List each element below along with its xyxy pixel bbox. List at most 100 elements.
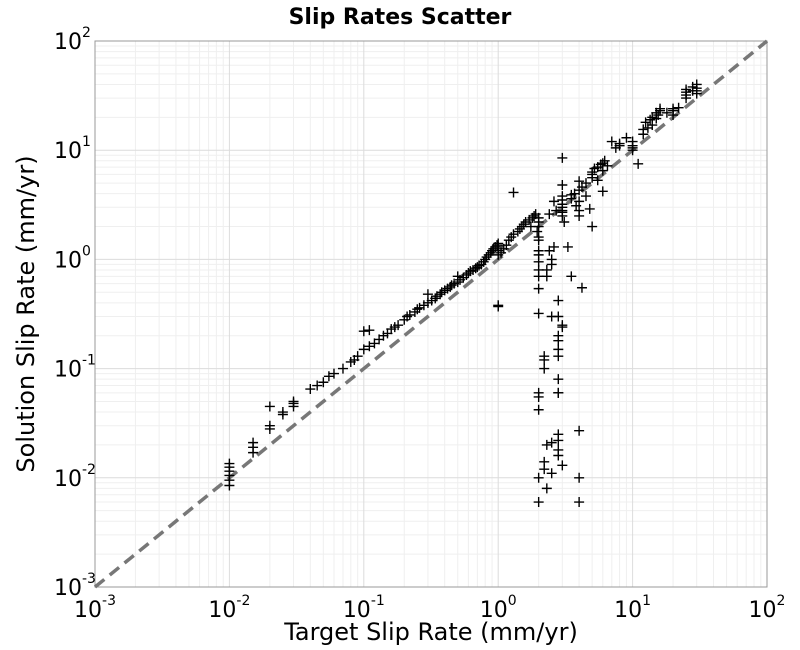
data-point [681,84,692,95]
data-point [562,241,573,252]
data-point [352,351,363,362]
data-point [393,320,404,331]
y-tick-label: 10-3 [54,571,96,601]
tick-exponent: -3 [82,571,96,587]
data-point [529,210,540,221]
chart-title: Slip Rates Scatter [289,5,512,30]
data-point [414,302,425,313]
data-point [546,468,557,479]
tick-exponent: -2 [82,462,96,478]
data-point [548,241,559,252]
tick-exponent: 1 [642,593,651,609]
data-point [633,158,644,169]
data-point [574,472,585,483]
data-point [576,282,587,293]
data-point [533,497,544,508]
data-point [627,136,638,147]
data-point [553,351,564,362]
data-point [404,309,415,320]
data-point [305,384,316,395]
data-point [597,186,608,197]
tick-base: 10 [54,139,82,164]
data-point [493,301,504,312]
data-point [574,176,585,187]
tick-base: 10 [54,576,82,601]
tick-base: 10 [614,598,642,623]
data-point [533,212,544,223]
x-tick-label: 102 [749,593,786,623]
data-point [492,240,503,251]
data-point [553,387,564,398]
y-axis-label: Solution Slip Rate (mm/yr) [12,155,40,472]
data-point [546,259,557,270]
tick-exponent: 0 [508,593,517,609]
data-point [668,105,679,116]
tick-exponent: 2 [82,25,91,41]
data-point [580,178,591,189]
tick-base: 10 [54,30,82,55]
data-point [645,114,656,125]
data-point [559,217,570,228]
x-tick-label: 10-3 [74,593,116,623]
data-point [691,83,702,94]
data-point [358,326,369,337]
data-point [288,396,299,407]
data-point [580,191,591,202]
data-point [574,205,585,216]
data-point [508,187,519,198]
tick-exponent: -1 [371,593,385,609]
data-point [557,320,568,331]
data-point [493,238,504,249]
data-point [412,304,423,315]
data-point [541,483,552,494]
data-point [539,351,550,362]
data-point [224,458,235,469]
data-point [541,439,552,450]
y-tick-label: 10-1 [54,353,96,383]
y-tick-label: 101 [54,134,91,164]
data-point [358,344,369,355]
data-point [621,132,632,143]
tick-base: 10 [54,248,82,273]
data-point [592,175,603,186]
data-point [539,464,550,475]
data-point [318,377,329,388]
data-point [574,497,585,508]
data-point [328,368,339,379]
data-point [584,203,595,214]
data-point [640,117,651,128]
minor-gridlines [95,41,767,587]
data-point [312,380,323,391]
tick-exponent: 2 [777,593,786,609]
data-point [501,240,512,251]
major-gridlines [94,40,768,588]
data-point [548,196,559,207]
tick-base: 10 [343,598,371,623]
y-tick-label: 10-2 [54,462,96,492]
plot-frame [94,40,768,588]
data-point [337,363,348,374]
data-point [602,160,613,171]
tick-exponent: -1 [82,353,96,369]
data-point [546,437,557,448]
data-point [587,221,598,232]
data-point [597,165,608,176]
data-point [557,152,568,163]
data-point [553,435,564,446]
x-tick-label: 10-1 [343,593,385,623]
x-tick-labels: 10-3 10-2 10-1 100 101 102 [74,593,785,623]
data-point [661,107,672,118]
tick-base: 10 [54,358,82,383]
data-point [364,325,375,336]
data-point [557,460,568,471]
tick-exponent: -2 [236,593,250,609]
data-point [653,110,664,121]
tick-exponent: -3 [102,593,116,609]
identity-line-group [93,39,769,589]
data-point [606,136,617,147]
x-tick-label: 10-2 [208,593,250,623]
data-point [539,363,550,374]
data-point [673,102,684,113]
